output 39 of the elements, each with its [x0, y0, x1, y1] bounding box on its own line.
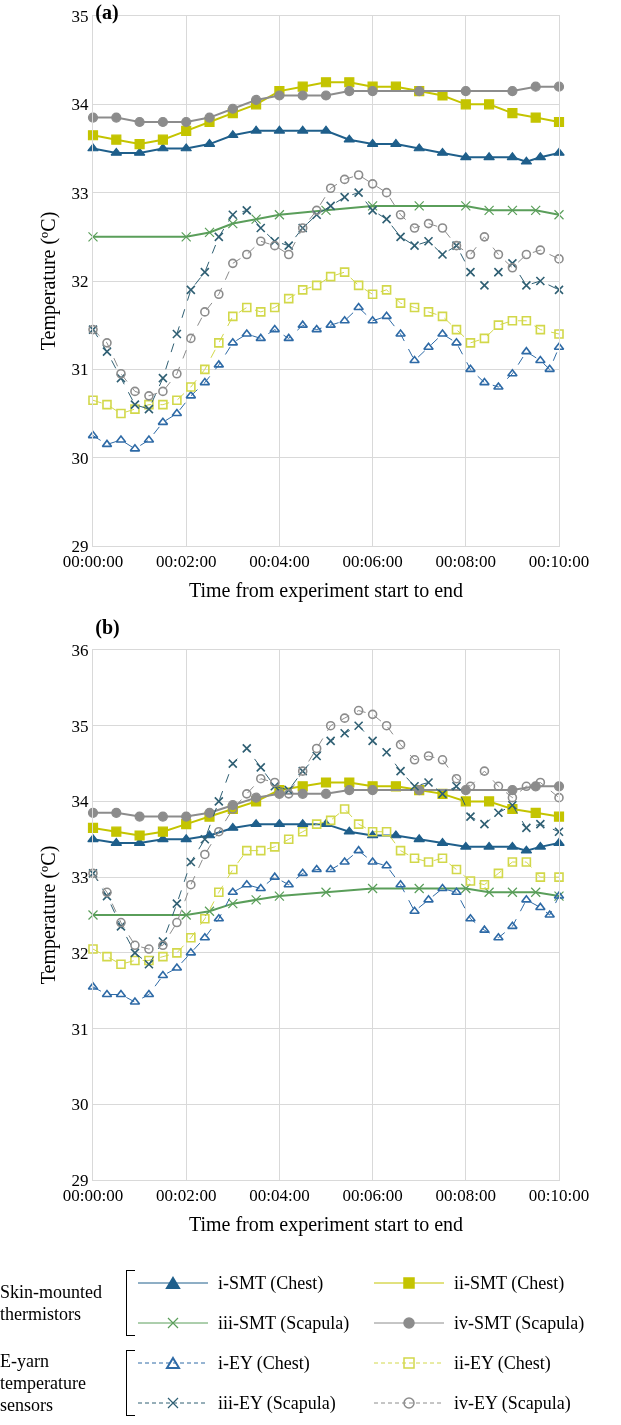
- x-axis-title: Time from experiment start to end: [188, 1212, 464, 1236]
- y-tick-label: 30: [71, 448, 89, 468]
- y-tick-label: 32: [71, 271, 89, 291]
- y-tick-label: 34: [71, 792, 90, 812]
- y-axis-title: Temperature (ºC): [37, 845, 61, 985]
- legend-label: iv-EY (Scapula): [454, 1392, 571, 1414]
- text: E-yarn temperature sensors: [0, 1350, 87, 1416]
- x-tick-label: 00:04:00: [249, 1186, 310, 1206]
- x-tick-label: 00:10:00: [528, 1186, 590, 1206]
- legend-label: i-EY (Chest): [218, 1352, 310, 1374]
- legend-label: ii-EY (Chest): [454, 1352, 551, 1374]
- x-tick-label: 00:08:00: [435, 552, 497, 572]
- legend-label: i-SMT (Chest): [218, 1272, 324, 1294]
- y-axis-title: Temperature (ºC): [37, 211, 61, 351]
- x-axis-title: Time from experiment start to end: [188, 578, 464, 602]
- y-tick-label: 33: [71, 183, 89, 203]
- x-tick-label: 00:10:00: [528, 552, 590, 572]
- y-tick-label: 36: [71, 640, 89, 660]
- y-tick-label: 32: [71, 943, 89, 963]
- y-tick-label: 33: [71, 868, 89, 888]
- chart-title: (a): [95, 1, 119, 24]
- x-tick-label: 00:02:00: [155, 1186, 217, 1206]
- x-tick-label: 00:02:00: [155, 552, 217, 572]
- legend-label: iii-SMT (Scapula): [218, 1312, 350, 1334]
- y-tick-label: 31: [71, 360, 89, 380]
- y-tick-label: 35: [71, 6, 89, 26]
- chart-title: (b): [95, 616, 120, 639]
- text: Skin-mounted thermistors: [0, 1281, 103, 1325]
- y-tick-label: 31: [71, 1019, 89, 1039]
- y-tick-label: 30: [71, 1095, 89, 1115]
- legend-label: iv-SMT (Scapula): [454, 1312, 585, 1334]
- x-tick-label: 00:04:00: [249, 552, 310, 572]
- x-tick-label: 00:06:00: [342, 552, 403, 572]
- legend-label: ii-SMT (Chest): [454, 1272, 565, 1294]
- y-tick-label: 35: [71, 716, 89, 736]
- x-tick-label: 00:08:00: [435, 1186, 497, 1206]
- legend-label: iii-EY (Scapula): [218, 1392, 336, 1414]
- y-tick-label: 34: [71, 95, 90, 115]
- x-tick-label: 00:06:00: [342, 1186, 403, 1206]
